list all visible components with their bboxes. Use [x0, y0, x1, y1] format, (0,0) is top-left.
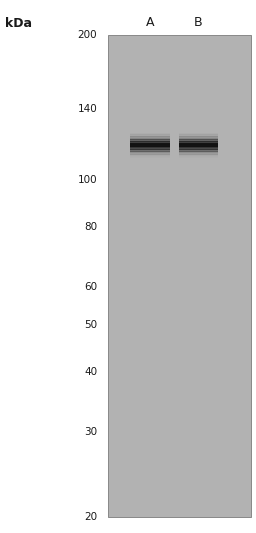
Bar	[130, 139, 169, 140]
Bar	[179, 148, 218, 149]
Bar	[130, 137, 169, 138]
Bar	[179, 152, 218, 153]
Text: 20: 20	[84, 512, 97, 522]
Text: B: B	[194, 16, 203, 29]
Bar	[179, 155, 218, 156]
Text: 80: 80	[84, 222, 97, 232]
Bar	[179, 146, 218, 147]
Bar	[130, 156, 169, 157]
Bar	[179, 141, 218, 142]
Bar	[130, 136, 169, 137]
Bar	[179, 133, 218, 134]
Bar	[130, 148, 169, 149]
Text: 200: 200	[78, 30, 97, 39]
Bar	[179, 144, 218, 146]
Bar	[179, 143, 218, 147]
Bar	[179, 142, 218, 143]
Bar	[130, 149, 169, 150]
Bar	[179, 156, 218, 157]
Bar	[179, 134, 218, 135]
Bar	[179, 146, 218, 147]
Bar	[130, 138, 169, 139]
Bar	[179, 147, 218, 148]
Bar	[179, 143, 218, 144]
Bar	[179, 139, 218, 140]
Bar	[179, 137, 218, 138]
Bar	[130, 149, 169, 150]
Bar	[179, 149, 218, 150]
Text: 100: 100	[78, 175, 97, 185]
Bar	[179, 138, 218, 139]
Text: A: A	[145, 16, 154, 29]
Bar	[130, 133, 169, 134]
Bar	[130, 152, 169, 154]
Bar	[179, 151, 218, 152]
Bar	[130, 142, 169, 143]
Bar	[130, 150, 169, 151]
Bar	[130, 143, 169, 147]
Bar	[179, 145, 218, 146]
Bar	[179, 135, 218, 136]
Bar	[179, 152, 218, 154]
Bar	[179, 150, 218, 151]
Bar	[130, 134, 169, 135]
Bar	[179, 153, 218, 154]
Text: kDa: kDa	[5, 18, 32, 30]
Bar	[130, 144, 169, 146]
Bar	[130, 145, 169, 146]
Bar	[179, 136, 218, 137]
Bar	[179, 134, 218, 135]
Bar	[179, 140, 218, 141]
Text: 30: 30	[84, 427, 97, 437]
Text: 40: 40	[84, 367, 97, 377]
Bar	[179, 141, 218, 142]
Text: 60: 60	[84, 282, 97, 292]
Bar	[179, 142, 218, 143]
Bar	[130, 142, 169, 143]
Bar	[130, 146, 169, 147]
Bar	[130, 138, 169, 139]
Bar	[179, 156, 218, 157]
Bar	[130, 140, 169, 141]
Bar	[130, 157, 169, 158]
Bar	[130, 151, 169, 152]
Bar	[130, 154, 169, 155]
Bar	[179, 157, 218, 158]
FancyBboxPatch shape	[108, 35, 251, 517]
Bar	[130, 141, 169, 142]
Bar	[130, 143, 169, 144]
Bar	[130, 146, 169, 147]
Text: 50: 50	[84, 320, 97, 330]
Bar	[130, 152, 169, 153]
Bar	[130, 153, 169, 154]
Bar	[130, 135, 169, 136]
Bar	[179, 149, 218, 150]
Bar	[130, 155, 169, 156]
Text: 140: 140	[78, 104, 97, 115]
Bar	[130, 134, 169, 135]
Bar	[179, 154, 218, 155]
Bar	[130, 141, 169, 142]
Bar	[179, 138, 218, 139]
Bar	[130, 156, 169, 157]
Bar	[130, 147, 169, 148]
